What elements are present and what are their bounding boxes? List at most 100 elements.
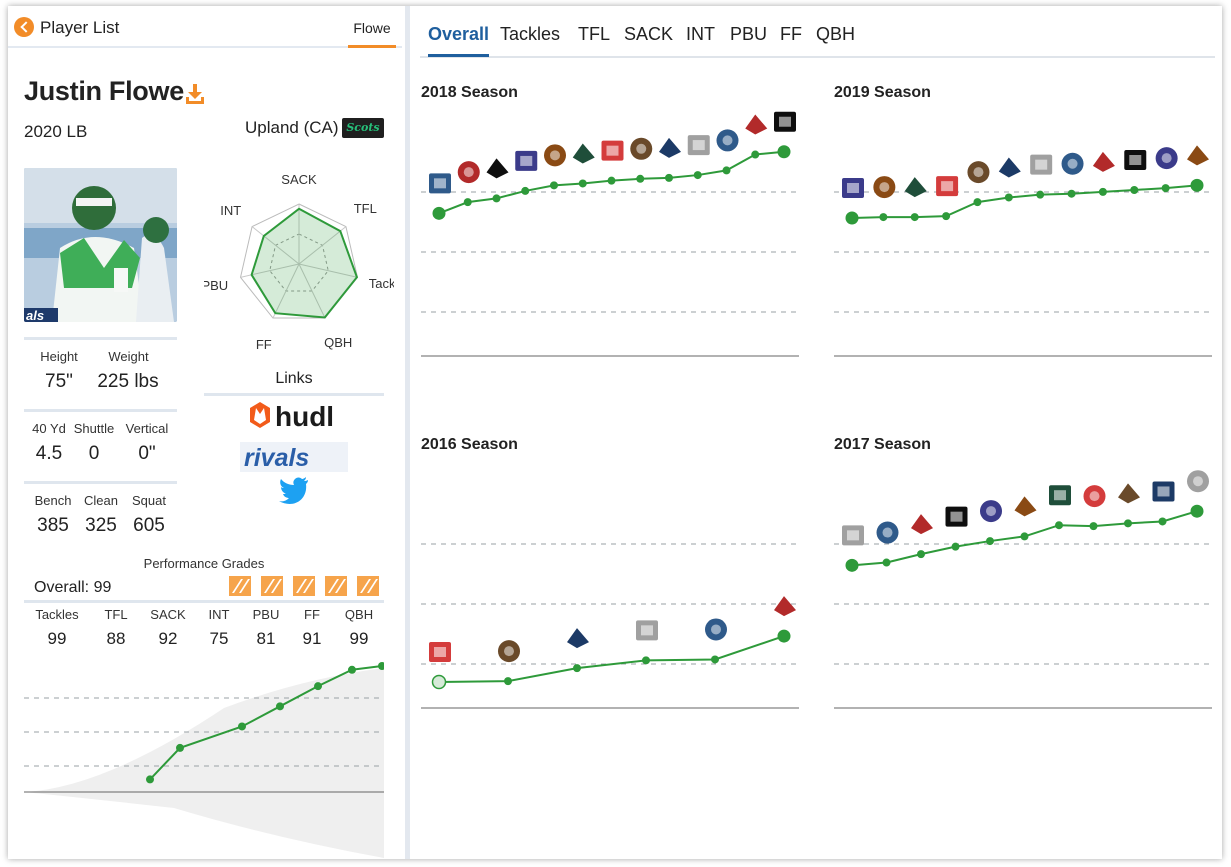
grade-hudl-icon[interactable]: [261, 576, 283, 596]
opponent-logo-icon: [705, 618, 727, 641]
season-plot: [421, 543, 799, 709]
tab-pbu[interactable]: PBU: [730, 24, 768, 44]
opponent-logo-icon: [904, 177, 927, 198]
tab-overall[interactable]: Overall: [428, 24, 490, 57]
season-point: [693, 171, 702, 180]
season-point: [1067, 189, 1076, 198]
measurables-divider-1: [24, 337, 177, 340]
grade-label-int: INT: [208, 607, 230, 622]
measurables-divider-3: [24, 481, 177, 484]
opponent-logo-icon: [659, 137, 681, 158]
radar-shape: [250, 207, 359, 319]
opponent-logo-icon: [457, 161, 480, 184]
season-plot: [834, 470, 1212, 709]
season-line: [851, 184, 1198, 219]
tab-sack[interactable]: SACK: [624, 24, 674, 44]
radar-spoke: [298, 263, 358, 278]
opponent-logo-icon: [1124, 150, 1147, 170]
opponent-logo-icon: [515, 150, 538, 171]
opponent-logo-icon: [842, 525, 864, 546]
player-photo: als: [24, 168, 177, 322]
season-point: [1020, 532, 1029, 541]
download-icon[interactable]: [184, 82, 206, 106]
back-to-player-list[interactable]: Player List: [40, 18, 120, 37]
trend-point: [314, 682, 322, 691]
opponent-logo-icon: [1083, 485, 1106, 508]
season-point: [973, 198, 982, 207]
season-point: [879, 213, 888, 222]
twitter-icon[interactable]: [278, 476, 310, 504]
season-point: [432, 206, 446, 220]
season-point: [777, 145, 791, 159]
opponent-logo-icon: [429, 173, 451, 194]
vertical-label: Vertical: [125, 421, 169, 436]
opponent-logo-icon: [1092, 151, 1115, 172]
tab-tfl[interactable]: TFL: [578, 24, 611, 44]
season-point: [642, 656, 650, 665]
opponent-logo-icon: [1061, 152, 1084, 175]
season-point: [882, 558, 891, 567]
grade-label-pbu: PBU: [252, 607, 280, 622]
season-point: [1161, 184, 1170, 193]
trend-point: [378, 662, 384, 670]
season-point: [711, 655, 719, 664]
radar-grid-ring: [269, 233, 329, 292]
season-point: [722, 166, 731, 175]
opponent-logo-icon: [936, 176, 959, 197]
season-point: [665, 173, 673, 182]
clean-value: 325: [85, 515, 117, 536]
grade-label-sack: SACK: [150, 607, 186, 622]
tab-tackles[interactable]: Tackles: [500, 24, 561, 44]
player-panel: Player List Flowe Justin Flowe 2020 LB U…: [8, 6, 402, 859]
grade-hudl-icon[interactable]: [357, 576, 379, 596]
trend-point: [348, 665, 356, 674]
grade-hudl-icon[interactable]: [229, 576, 251, 596]
trend-band: [24, 668, 384, 858]
opponent-logo-icon: [1014, 496, 1037, 517]
season-point: [910, 213, 919, 222]
performance-divider: [24, 600, 384, 603]
tab-ff[interactable]: FF: [780, 24, 802, 44]
links-title: Links: [275, 370, 313, 387]
opponent-logo-icon: [967, 161, 990, 184]
season-point: [1130, 186, 1139, 194]
squat-value: 605: [133, 515, 165, 536]
radar-spoke: [240, 263, 300, 278]
season-point: [431, 674, 447, 690]
opponent-logo-icon: [601, 140, 624, 161]
hudl-link[interactable]: hudl: [246, 398, 346, 432]
grade-hudl-icon[interactable]: [293, 576, 315, 596]
opponent-logo-icon: [774, 596, 796, 617]
rivals-link[interactable]: rivals: [240, 442, 348, 472]
season-point: [751, 150, 760, 159]
season-point: [1004, 193, 1013, 202]
season-point: [1158, 517, 1167, 526]
season-line: [438, 635, 785, 683]
tab-int[interactable]: INT: [686, 24, 715, 44]
search-tab[interactable]: Flowe: [348, 16, 396, 48]
shuttle-label: Shuttle: [73, 421, 115, 436]
radar-spoke: [298, 263, 326, 319]
opponent-logo-icon: [774, 111, 796, 132]
opponent-logo-icon: [842, 178, 864, 198]
opponent-logo-icon: [498, 640, 520, 663]
season-point: [1055, 521, 1063, 530]
opponent-logo-icon: [636, 620, 658, 641]
season-point: [521, 186, 530, 195]
back-arrow-icon[interactable]: [14, 17, 34, 37]
opponent-logo-icon: [1030, 154, 1053, 175]
grade-value-tfl: 88: [106, 629, 126, 648]
grade-hudl-icon[interactable]: [325, 576, 347, 596]
opponent-logo-icon: [486, 158, 509, 179]
opponent-logo-icon: [1155, 147, 1178, 170]
clean-label: Clean: [84, 493, 118, 508]
season-title: 2017 Season: [834, 436, 931, 453]
tab-qbh[interactable]: QBH: [816, 24, 856, 44]
season-point: [986, 537, 994, 546]
opponent-logo-icon: [572, 143, 595, 164]
forty-label: 40 Yd: [32, 421, 66, 436]
trend-point: [238, 722, 246, 731]
season-point: [1098, 187, 1107, 196]
season-chart-2019: 2019 Season: [834, 84, 1214, 374]
app-window: Player List Flowe Justin Flowe 2020 LB U…: [8, 6, 1222, 859]
